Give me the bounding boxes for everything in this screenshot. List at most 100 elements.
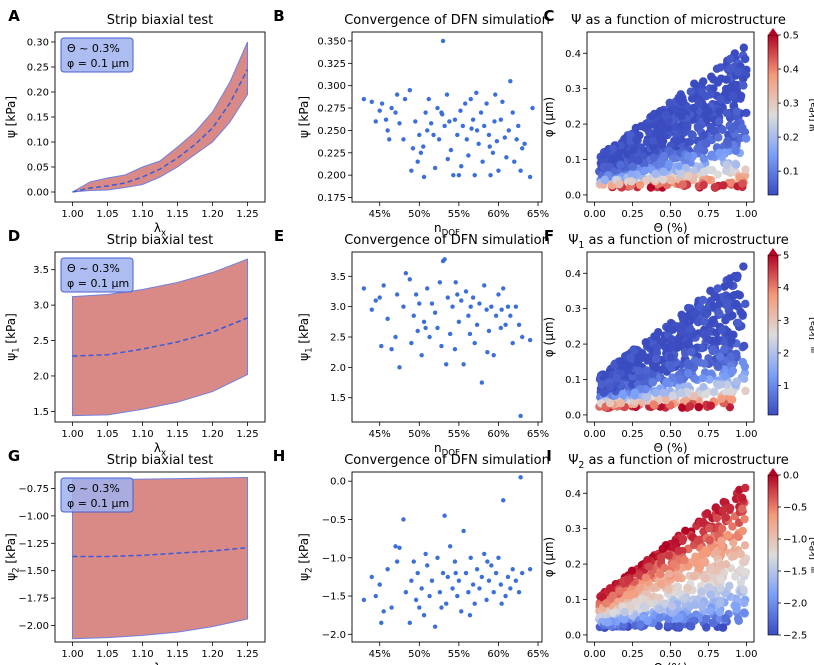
data-point bbox=[421, 174, 427, 180]
chart-title: Convergence of DFN simulation bbox=[344, 453, 550, 468]
data-point bbox=[680, 555, 689, 565]
data-point bbox=[656, 570, 665, 579]
data-point bbox=[642, 393, 651, 402]
data-point bbox=[485, 349, 490, 355]
y-tick-label: 0.0 bbox=[565, 630, 581, 641]
data-point bbox=[656, 159, 666, 168]
axes-frame bbox=[54, 471, 266, 643]
data-point bbox=[659, 388, 668, 398]
colorbar-extend-arrow bbox=[768, 468, 778, 475]
data-point bbox=[450, 586, 455, 591]
data-point bbox=[477, 586, 482, 591]
x-tick-label: 1.10 bbox=[131, 649, 153, 660]
y-tick-label: 0.300 bbox=[317, 81, 346, 92]
data-point bbox=[725, 64, 735, 73]
x-tick-label: 45% bbox=[369, 209, 391, 220]
chart-title: Strip biaxial test bbox=[107, 13, 214, 28]
data-point bbox=[738, 526, 747, 536]
data-point bbox=[665, 98, 674, 108]
x-tick-label: 1.15 bbox=[166, 429, 188, 440]
data-point bbox=[741, 386, 750, 396]
data-point bbox=[706, 286, 715, 296]
data-point bbox=[397, 365, 402, 370]
data-point bbox=[397, 121, 402, 126]
data-point bbox=[718, 506, 727, 515]
data-point bbox=[712, 513, 722, 523]
y-tick-label: 0.10 bbox=[27, 138, 49, 149]
data-point bbox=[677, 107, 687, 116]
data-point bbox=[377, 582, 382, 587]
data-point bbox=[461, 362, 466, 367]
data-point bbox=[648, 136, 658, 145]
data-point bbox=[664, 585, 673, 594]
data-point bbox=[627, 177, 636, 186]
chart-title: Strip biaxial test bbox=[107, 453, 214, 468]
data-point bbox=[520, 146, 525, 151]
data-point bbox=[602, 148, 611, 157]
data-point bbox=[426, 96, 431, 102]
data-point bbox=[381, 283, 386, 288]
data-point bbox=[624, 363, 633, 372]
data-point bbox=[498, 325, 504, 331]
y-tick-label: 0.2 bbox=[565, 560, 581, 571]
y-axis-label: ψ [kPa] bbox=[297, 96, 311, 138]
data-point bbox=[493, 570, 499, 576]
data-point bbox=[634, 156, 644, 165]
data-point bbox=[738, 310, 747, 319]
data-point bbox=[698, 373, 708, 383]
data-point bbox=[403, 271, 409, 276]
data-point bbox=[413, 597, 419, 603]
data-point bbox=[467, 612, 473, 618]
data-point bbox=[513, 304, 519, 309]
data-point bbox=[702, 614, 711, 623]
data-point bbox=[503, 322, 508, 328]
data-point bbox=[445, 156, 450, 162]
data-point bbox=[689, 571, 699, 581]
data-point bbox=[646, 183, 656, 192]
data-point bbox=[369, 99, 374, 104]
data-point bbox=[479, 574, 485, 580]
data-point bbox=[736, 578, 746, 587]
y-tick-label: 0.4 bbox=[565, 269, 581, 280]
data-point bbox=[432, 624, 438, 629]
x-tick-label: 45% bbox=[369, 429, 391, 440]
data-point bbox=[373, 119, 378, 124]
data-point bbox=[720, 371, 729, 380]
data-point bbox=[649, 582, 658, 592]
data-point bbox=[373, 593, 378, 599]
data-point bbox=[704, 582, 713, 592]
data-point bbox=[435, 325, 440, 331]
data-point bbox=[480, 159, 485, 164]
data-point bbox=[629, 346, 639, 355]
legend-phi: φ = 0.1 μm bbox=[67, 57, 129, 70]
x-tick-label: 0.50 bbox=[659, 429, 681, 440]
data-point bbox=[651, 354, 661, 364]
data-point bbox=[722, 160, 731, 170]
data-point bbox=[675, 613, 684, 622]
data-point bbox=[484, 307, 489, 312]
data-point bbox=[641, 573, 651, 582]
data-point bbox=[715, 148, 724, 158]
data-point bbox=[435, 105, 440, 111]
x-tick-label: 0.75 bbox=[697, 649, 719, 660]
y-tick-label: 0.0 bbox=[330, 477, 346, 488]
data-point bbox=[720, 345, 729, 354]
data-point bbox=[508, 313, 513, 318]
data-point bbox=[393, 110, 398, 115]
legend-box bbox=[60, 477, 134, 513]
colorbar-tick-label: 0.1 bbox=[783, 167, 799, 178]
y-tick-label: 2.5 bbox=[33, 336, 49, 347]
data-point bbox=[663, 620, 673, 630]
panel-e: E Convergence of DFN simulation 45% 50% 55% 6… bbox=[274, 227, 550, 459]
data-point bbox=[713, 360, 722, 370]
data-point bbox=[444, 601, 449, 606]
data-point bbox=[733, 80, 742, 90]
data-point bbox=[641, 176, 651, 185]
data-point bbox=[597, 380, 607, 389]
data-point bbox=[506, 128, 511, 133]
data-point bbox=[389, 105, 394, 111]
colorbar: 1 2 3 4 5 ψ1 [kPa] bbox=[767, 248, 814, 416]
data-point bbox=[715, 309, 724, 318]
data-point bbox=[444, 92, 450, 97]
data-point bbox=[698, 517, 708, 527]
